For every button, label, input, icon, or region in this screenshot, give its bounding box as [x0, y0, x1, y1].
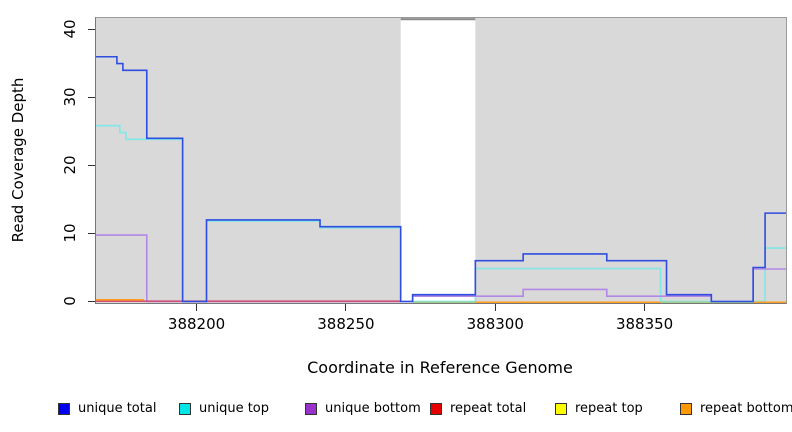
gray-shaded-region [96, 18, 401, 303]
legend-label: unique total [78, 401, 157, 416]
x-axis-tick-label: 388250 [317, 315, 375, 333]
legend-item-unique-total: unique total [58, 400, 156, 418]
x-axis-tick [644, 304, 646, 311]
x-axis-tick-label: 388200 [167, 315, 226, 333]
y-axis-tick [88, 232, 95, 234]
y-axis-tick-label: 10 [61, 222, 79, 243]
legend-label: unique bottom [325, 401, 421, 416]
y-axis-tick [88, 300, 95, 302]
legend-item-repeat-bottom: repeat bottom [680, 400, 792, 418]
x-axis-tick [196, 304, 198, 311]
y-axis-tick-label: 30 [61, 86, 79, 107]
y-axis-tick [88, 96, 95, 98]
series-plot-svg [96, 18, 786, 303]
legend-swatch-icon [555, 403, 567, 415]
legend-swatch-icon [430, 403, 442, 415]
legend-swatch-icon [680, 403, 692, 415]
legend-item-repeat-total: repeat total [430, 400, 526, 418]
x-axis-tick [494, 304, 496, 311]
y-axis-tick-label: 0 [61, 295, 79, 306]
legend-item-repeat-top: repeat top [555, 400, 643, 418]
legend-swatch-icon [179, 403, 191, 415]
x-axis-title: Coordinate in Reference Genome [307, 358, 573, 377]
legend-item-unique-bottom: unique bottom [305, 400, 421, 418]
legend-item-unique-top: unique top [179, 400, 269, 418]
legend: unique total unique top unique bottom repea… [0, 400, 792, 422]
legend-swatch-icon [58, 403, 70, 415]
y-axis-tick [88, 28, 95, 30]
legend-swatch-icon [305, 403, 317, 415]
x-axis-tick-label: 388300 [466, 315, 524, 333]
x-axis-tick-label: 388350 [615, 315, 674, 333]
gray-shaded-region [475, 18, 786, 303]
y-axis-tick-label: 40 [61, 19, 79, 39]
legend-label: repeat total [450, 401, 527, 416]
legend-label: unique top [199, 401, 270, 416]
y-axis-title: Read Coverage Depth [9, 77, 27, 243]
legend-label: repeat bottom [700, 401, 792, 416]
plot-area [95, 17, 787, 304]
series-unique-total [96, 55, 786, 303]
legend-label: repeat top [575, 401, 643, 416]
y-axis-tick-label: 20 [61, 154, 79, 175]
x-axis-tick [345, 304, 347, 311]
y-axis-tick [88, 164, 95, 166]
